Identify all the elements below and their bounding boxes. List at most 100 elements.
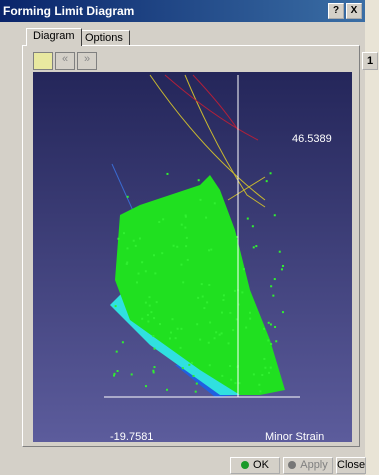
scatter-dot (158, 323, 161, 326)
scatter-dot (215, 331, 218, 334)
scatter-dot (249, 317, 252, 320)
scatter-dot (186, 258, 189, 261)
close-button[interactable]: X (346, 3, 362, 19)
prev-icon[interactable]: « (55, 52, 75, 70)
dialog: Forming Limit Diagram ? X Diagram Option… (0, 0, 366, 475)
scatter-dot (234, 382, 237, 385)
window-title: Forming Limit Diagram (3, 4, 135, 18)
scatter-dot (185, 236, 188, 239)
scatter-dot (150, 311, 153, 314)
scatter-dot (197, 179, 200, 182)
scatter-dot (154, 272, 157, 275)
scatter-dot (208, 364, 211, 367)
fit-icon[interactable] (33, 52, 53, 70)
apply-button[interactable]: Apply (283, 457, 333, 474)
scatter-dot (180, 223, 183, 226)
close-action-button[interactable]: Close (336, 457, 366, 474)
scatter-dot (144, 270, 147, 273)
scatter-dot (137, 272, 140, 275)
scatter-dot (222, 299, 225, 302)
scatter-dot (275, 340, 278, 343)
scatter-dot (192, 374, 195, 377)
scatter-dot (152, 371, 155, 374)
scatter-dot (246, 217, 249, 220)
scatter-dot (153, 347, 156, 350)
axis-label: Minor Strain (265, 431, 324, 442)
scatter-dot (230, 378, 233, 381)
help-button[interactable]: ? (328, 3, 344, 19)
scatter-dot (235, 318, 238, 321)
scatter-dot (199, 338, 202, 341)
scatter-dot (209, 321, 212, 324)
scatter-dot (251, 225, 254, 228)
next-icon[interactable]: » (77, 52, 97, 70)
scatter-dot (172, 244, 175, 247)
scatter-dot (199, 198, 202, 201)
scatter-dot (196, 323, 199, 326)
scatter-dot (258, 383, 261, 386)
tab[interactable]: Diagram (26, 28, 82, 46)
scatter-dot (269, 366, 272, 369)
ok-label: OK (253, 459, 269, 471)
scatter-dot (233, 289, 236, 292)
scatter-dot (281, 264, 284, 267)
scatter-dot (255, 245, 258, 248)
scatter-dot (268, 371, 271, 374)
tab[interactable]: Options (78, 30, 130, 46)
scatter-dot (221, 374, 224, 377)
tab-panel (22, 45, 360, 447)
scatter-dot (132, 239, 135, 242)
scatter-dot (152, 335, 155, 338)
scatter-dot (126, 261, 129, 264)
scatter-dot (249, 311, 252, 314)
scatter-dot (117, 237, 120, 240)
scatter-dot (259, 390, 262, 393)
plot: 46.5389 -19.7581 Minor Strain (33, 72, 352, 442)
scatter-dot (122, 232, 125, 235)
scatter-dot (282, 311, 285, 314)
curve (227, 176, 266, 201)
scatter-dot (270, 285, 273, 288)
scatter-dot (162, 218, 165, 221)
scatter-dot (190, 361, 193, 364)
scatter-dot (155, 301, 158, 304)
scatter-dot (229, 365, 232, 368)
scatter-dot (188, 363, 191, 366)
scatter-dot (241, 291, 244, 294)
scatter-dot (113, 372, 116, 375)
scatter-dot (166, 172, 169, 175)
scatter-dot (169, 331, 172, 334)
scatter-dot (265, 180, 268, 183)
scatter-dot (245, 326, 248, 329)
scatter-dot (201, 295, 204, 298)
scatter-dot (130, 373, 133, 376)
scatter-dot (180, 327, 183, 330)
scatter-dot (213, 202, 216, 205)
side-button[interactable]: 1 (362, 52, 378, 70)
scatter-dot (174, 337, 177, 340)
scatter-dot (207, 341, 210, 344)
scatter-dot (207, 249, 210, 252)
scatter-dot (220, 332, 223, 335)
scatter-dot (182, 281, 185, 284)
scatter-dot (152, 369, 155, 372)
ok-button[interactable]: OK (230, 457, 280, 474)
scatter-dot (126, 195, 129, 198)
apply-label: Apply (300, 459, 328, 471)
scatter-dot (181, 367, 184, 370)
scatter-dot (125, 262, 128, 265)
scatter-dot (184, 214, 187, 217)
scatter-dot (242, 268, 245, 271)
scatter-dot (252, 373, 255, 376)
max-label: 46.5389 (292, 133, 332, 145)
scatter-dot (274, 325, 277, 328)
scatter-dot (229, 311, 232, 314)
scatter-dot (147, 320, 150, 323)
scatter-dot (261, 374, 264, 377)
curve (164, 74, 259, 141)
scatter-dot (141, 261, 144, 264)
scatter-dot (210, 248, 213, 251)
scatter-dot (121, 341, 124, 344)
scatter-dot (222, 294, 225, 297)
scatter-dot (185, 245, 188, 248)
